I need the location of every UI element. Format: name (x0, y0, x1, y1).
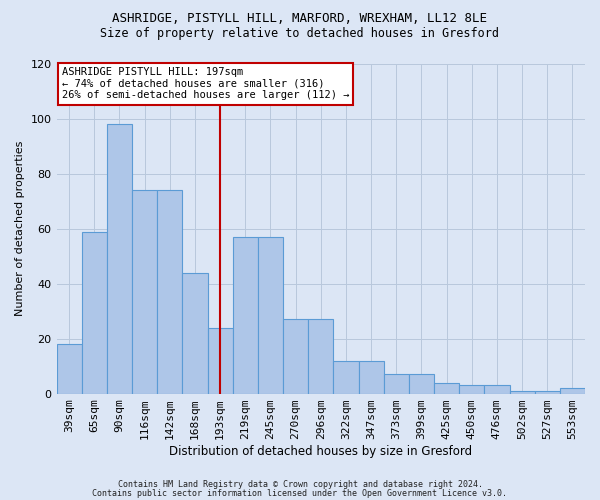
Bar (82, 232, 107, 394)
Bar (359, 360, 383, 394)
Bar (560, 388, 585, 394)
Bar (334, 360, 359, 394)
Y-axis label: Number of detached properties: Number of detached properties (15, 141, 25, 316)
Bar (208, 328, 233, 394)
Bar (434, 382, 459, 394)
X-axis label: Distribution of detached houses by size in Gresford: Distribution of detached houses by size … (169, 444, 472, 458)
Text: Contains public sector information licensed under the Open Government Licence v3: Contains public sector information licen… (92, 488, 508, 498)
Text: ASHRIDGE, PISTYLL HILL, MARFORD, WREXHAM, LL12 8LE: ASHRIDGE, PISTYLL HILL, MARFORD, WREXHAM… (113, 12, 487, 26)
Bar (107, 124, 132, 394)
Bar (182, 272, 208, 394)
Bar (283, 320, 308, 394)
Bar (157, 190, 182, 394)
Bar (308, 320, 334, 394)
Text: ASHRIDGE PISTYLL HILL: 197sqm
← 74% of detached houses are smaller (316)
26% of : ASHRIDGE PISTYLL HILL: 197sqm ← 74% of d… (62, 68, 349, 100)
Bar (509, 391, 535, 394)
Bar (56, 344, 82, 394)
Bar (132, 190, 157, 394)
Bar (233, 237, 258, 394)
Bar (535, 391, 560, 394)
Text: Size of property relative to detached houses in Gresford: Size of property relative to detached ho… (101, 28, 499, 40)
Bar (484, 386, 509, 394)
Bar (258, 237, 283, 394)
Bar (409, 374, 434, 394)
Bar (459, 386, 484, 394)
Text: Contains HM Land Registry data © Crown copyright and database right 2024.: Contains HM Land Registry data © Crown c… (118, 480, 482, 489)
Bar (383, 374, 409, 394)
